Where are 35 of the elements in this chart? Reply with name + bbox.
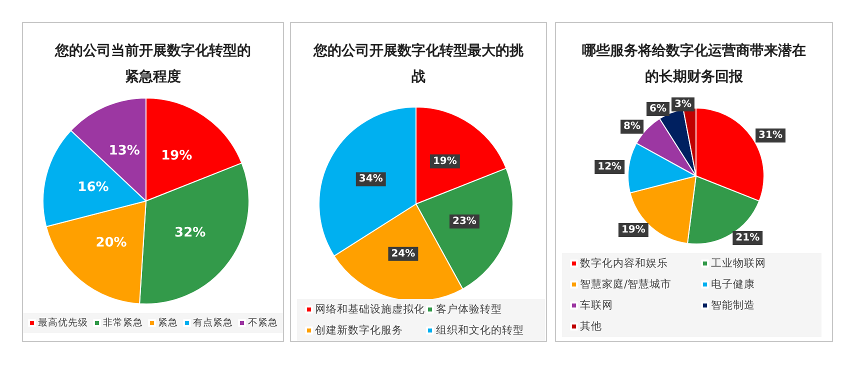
data-label: 21% [736, 232, 760, 244]
data-label: 23% [452, 216, 476, 227]
data-label: 6% [650, 104, 666, 115]
legend-label: 有点紧急 [193, 316, 233, 328]
data-label: 19% [432, 156, 457, 167]
legend-label: 数字化内容和娱乐 [580, 256, 668, 270]
data-label: 12% [598, 161, 622, 172]
legend-label: 不紧急 [248, 316, 278, 328]
legend-label: 非常紧急 [103, 316, 143, 328]
data-label: 19% [161, 148, 192, 164]
legend-label: 车联网 [580, 298, 613, 312]
data-label: 24% [391, 248, 416, 260]
legend-label: 紧急 [158, 316, 178, 328]
chart-title: 您的公司当前开展数字化转型的紧急程度 [54, 42, 251, 85]
data-label: 32% [174, 226, 206, 241]
legend-label: 电子健康 [711, 278, 755, 290]
legend-label: 工业物联网 [711, 256, 766, 270]
data-label: 31% [758, 130, 782, 142]
legend-label: 网络和基础设施虚拟化 [315, 302, 425, 316]
data-label: 20% [96, 235, 127, 250]
legend-label: 智能制造 [711, 298, 755, 312]
data-label: 16% [78, 180, 109, 195]
chart-title: 哪些服务将给数字化运营商带来潜在的长期财务回报 [582, 42, 806, 85]
legend-label: 最高优先级 [38, 316, 88, 328]
legend-label: 智慧家庭/智慧城市 [580, 278, 672, 290]
legend-label: 客户体验转型 [436, 302, 502, 316]
legend-label: 创建新数字化服务 [315, 324, 403, 336]
data-label: 13% [108, 143, 140, 158]
data-label: 34% [358, 174, 383, 185]
data-label: 3% [674, 98, 692, 110]
chart-title: 您的公司开展数字化转型最大的挑战 [312, 42, 524, 85]
data-label: 19% [621, 224, 646, 236]
data-label: 8% [624, 121, 641, 132]
legend-label: 组织和文化的转型 [436, 324, 524, 336]
legend-label: 其他 [580, 320, 602, 332]
